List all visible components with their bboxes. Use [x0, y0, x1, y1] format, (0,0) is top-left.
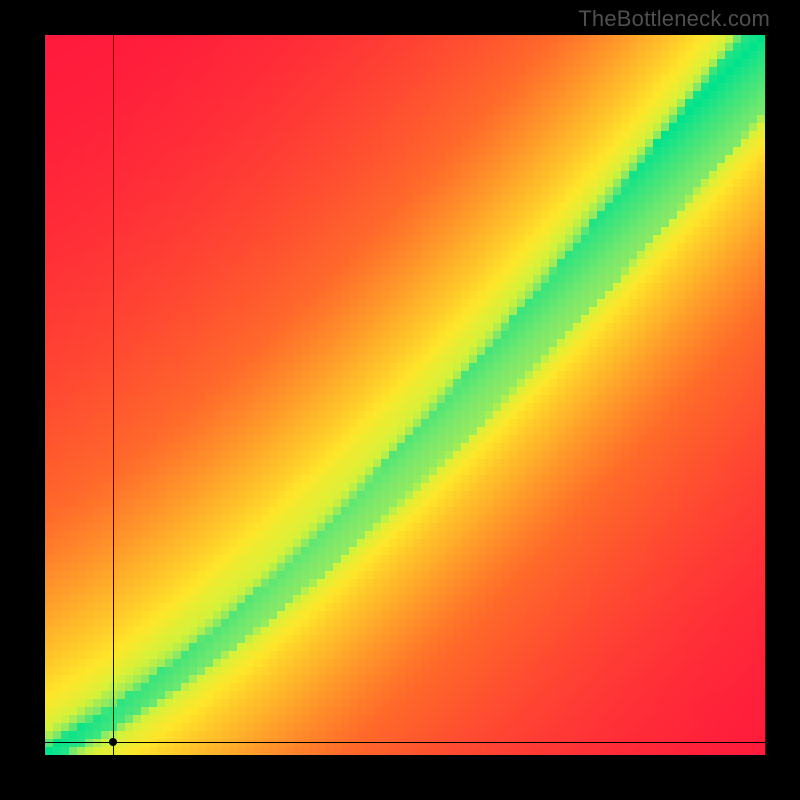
heatmap-plot: [45, 35, 765, 755]
heatmap-canvas: [45, 35, 765, 755]
watermark-text: TheBottleneck.com: [578, 6, 770, 32]
marker-point: [109, 738, 117, 746]
chart-container: TheBottleneck.com: [0, 0, 800, 800]
crosshair-horizontal: [45, 742, 765, 743]
crosshair-vertical: [113, 35, 114, 755]
